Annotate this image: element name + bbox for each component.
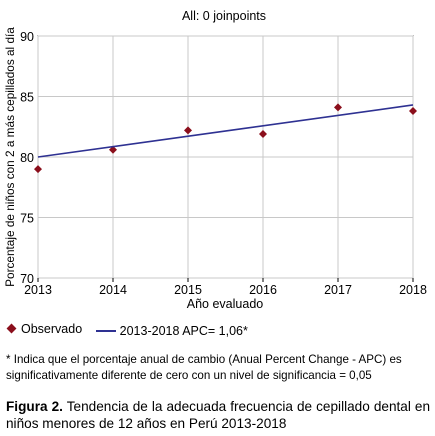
- x-axis-ticks: 2013 2014 2015 2016 2017 2018: [24, 278, 427, 297]
- figure-caption: Figura 2. Tendencia de la adecuada frecu…: [6, 398, 430, 432]
- legend-item-observed: Observado: [6, 321, 83, 336]
- chart-title: All: 0 joinpoints: [182, 9, 266, 23]
- observed-point: [109, 145, 117, 154]
- gridlines: [37, 35, 414, 279]
- x-axis-label: Año evaluado: [187, 297, 264, 311]
- y-tick-label: 80: [20, 151, 34, 165]
- legend-label-fit: 2013-2018 APC= 1,06*: [119, 324, 248, 338]
- observed-point: [184, 126, 192, 135]
- y-tick-label: 75: [20, 212, 34, 226]
- y-tick-label: 85: [20, 91, 34, 105]
- observed-point: [409, 107, 417, 116]
- legend-label-observed: Observado: [21, 321, 83, 336]
- x-tick-label: 2014: [99, 283, 127, 297]
- x-tick-label: 2013: [24, 283, 52, 297]
- footnote: * Indica que el porcentaje anual de camb…: [6, 353, 402, 382]
- caption-text: Tendencia de la adecuada frecuencia de c…: [6, 399, 431, 431]
- line-marker-icon: [95, 330, 116, 332]
- observed-point: [259, 130, 267, 139]
- diamond-marker-icon: [6, 323, 17, 334]
- observed-point: [334, 103, 342, 112]
- caption-label: Figura 2.: [6, 399, 63, 414]
- y-axis-ticks: 70 75 80 85 90: [20, 30, 34, 286]
- legend-item-fit: 2013-2018 APC= 1,06*: [95, 324, 248, 338]
- y-axis-label: Porcentaje de niños con 2 a más cepillad…: [3, 27, 17, 287]
- x-tick-label: 2018: [399, 283, 427, 297]
- y-tick-label: 90: [20, 30, 34, 44]
- x-tick-label: 2017: [324, 283, 352, 297]
- series-layer: [34, 103, 417, 174]
- apc-trend-line: [37, 104, 414, 158]
- x-tick-label: 2016: [249, 283, 277, 297]
- x-tick-label: 2015: [174, 283, 202, 297]
- chart-legend: Observado 2013-2018 APC= 1,06*: [6, 321, 428, 338]
- y-tick-label: 70: [20, 272, 34, 286]
- observed-point: [34, 165, 42, 174]
